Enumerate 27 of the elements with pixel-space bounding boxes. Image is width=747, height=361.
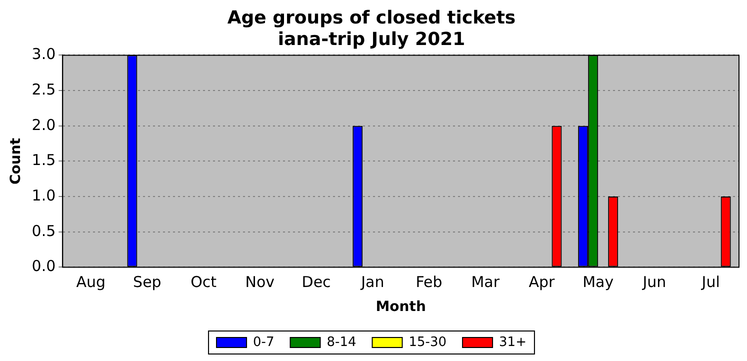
x-tick-label: Aug [76, 273, 106, 292]
legend-label: 15-30 [408, 334, 447, 350]
x-tick-label: Sep [133, 273, 162, 292]
x-tick-label: Mar [471, 273, 500, 292]
x-axis-title: Month [376, 299, 426, 316]
y-tick-label: 0.0 [32, 257, 56, 276]
y-tick-label: 1.0 [32, 186, 56, 204]
x-tick-label: Oct [190, 273, 217, 292]
x-tick-label: Jun [642, 273, 666, 292]
x-tick-label: Jul [700, 273, 720, 292]
x-tick-label: Apr [528, 273, 556, 292]
legend-label: 0-7 [253, 334, 274, 350]
x-tick-label: Dec [302, 273, 331, 292]
x-tick-label: Nov [245, 273, 275, 292]
y-tick-label: 3.0 [32, 45, 56, 64]
legend-label: 31+ [499, 334, 526, 350]
y-tick-label: 2.5 [32, 80, 56, 98]
chart-subtitle: iana-trip July 2021 [278, 29, 466, 50]
chart-title: Age groups of closed tickets [227, 7, 516, 28]
y-tick-label: 2.0 [32, 116, 56, 134]
y-tick-label: 0.5 [32, 222, 56, 240]
legend-label: 8-14 [326, 334, 356, 350]
x-tick-label: May [582, 273, 614, 292]
y-axis-title: Count [8, 138, 24, 184]
x-tick-label: Feb [416, 273, 442, 292]
x-tick-label: Jan [360, 273, 384, 292]
y-tick-label: 1.5 [32, 151, 56, 170]
